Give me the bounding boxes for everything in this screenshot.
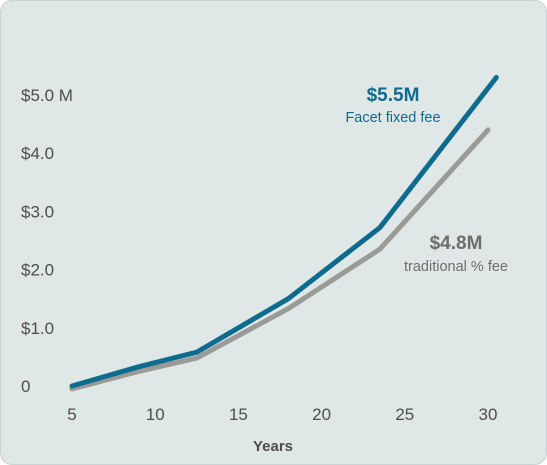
y-tick-label: 0 (21, 377, 30, 396)
y-tick-label: $2.0 (21, 261, 54, 280)
series-lines (69, 75, 499, 392)
annotation-value-traditional-fee: $4.8M (430, 233, 483, 254)
annotation-value-fixed-fee: $5.5M (367, 85, 420, 106)
series-line-traditional-fee (69, 127, 491, 392)
y-tick-label: $1.0 (21, 319, 54, 338)
x-tick-label: 10 (146, 405, 165, 424)
annotation-label-traditional-fee: traditional % fee (404, 259, 508, 275)
y-tick-label: $3.0 (21, 202, 54, 221)
x-tick-label: 5 (67, 405, 76, 424)
x-tick-label: 15 (229, 405, 248, 424)
x-tick-label: 20 (312, 405, 331, 424)
y-tick-label: $5.0 M (21, 86, 73, 105)
x-axis-label: Years (253, 438, 293, 455)
x-tick-label: 25 (395, 405, 414, 424)
y-tick-label: $4.0 (21, 144, 54, 163)
x-axis-ticks: 5 10 15 20 25 30 (67, 405, 497, 424)
y-axis-ticks: 0 $1.0 $2.0 $3.0 $4.0 $5.0 M (21, 86, 73, 396)
x-tick-label: 30 (479, 405, 498, 424)
series-line-fixed-fee (69, 75, 499, 389)
annotation-label-fixed-fee: Facet fixed fee (345, 110, 440, 126)
